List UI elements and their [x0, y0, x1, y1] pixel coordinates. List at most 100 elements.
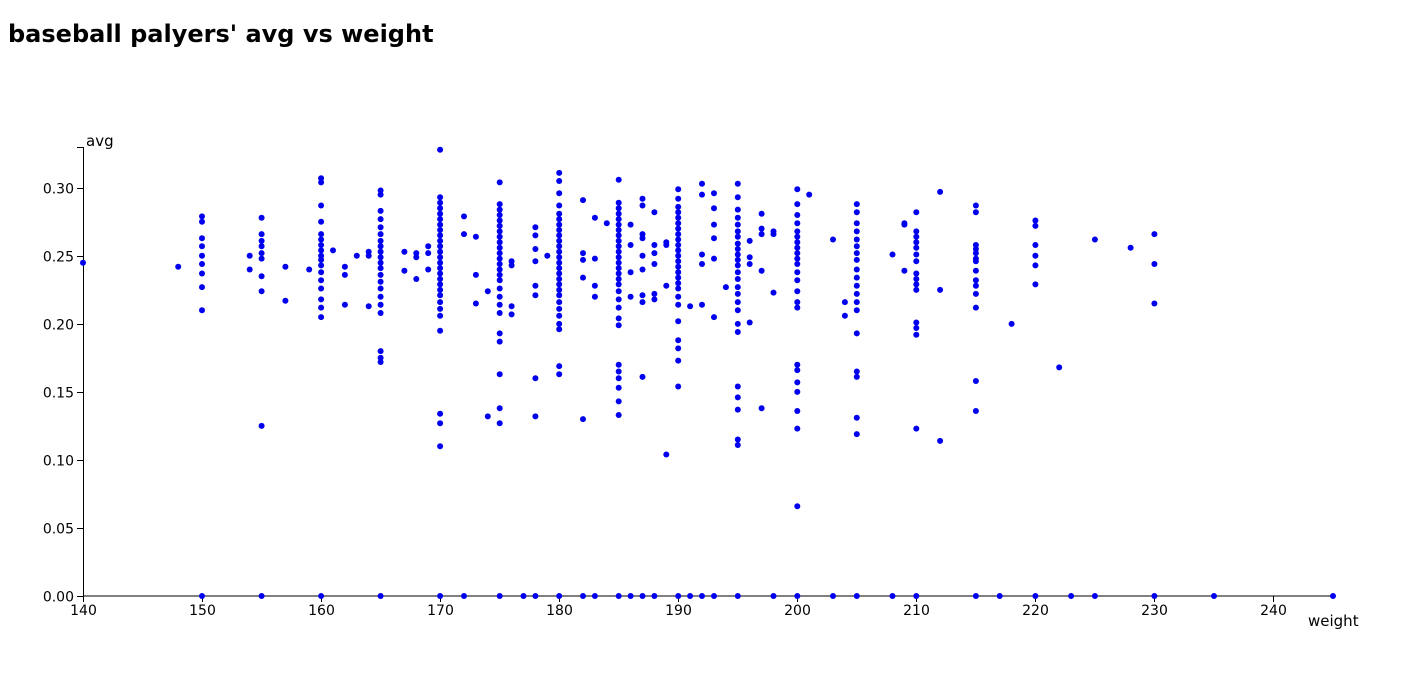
y-tick-label: 0.30	[43, 182, 74, 198]
x-tick-label: 220	[1022, 603, 1049, 619]
data-point	[437, 254, 444, 261]
data-point	[437, 281, 444, 288]
data-point	[794, 367, 801, 374]
data-point	[556, 243, 563, 250]
data-point	[675, 236, 682, 243]
data-point	[615, 276, 622, 282]
data-point	[496, 266, 503, 273]
data-point	[972, 304, 979, 311]
data-point	[794, 244, 801, 251]
data-point	[496, 371, 503, 378]
data-point	[508, 311, 515, 318]
data-point	[675, 301, 682, 308]
data-point	[341, 271, 348, 278]
data-point	[437, 265, 444, 272]
data-point	[651, 209, 658, 216]
data-point	[318, 304, 325, 311]
data-point	[377, 231, 384, 238]
data-point	[556, 190, 563, 197]
data-point	[770, 593, 777, 599]
data-point	[496, 250, 503, 257]
data-point	[401, 248, 408, 255]
data-point	[627, 593, 634, 599]
data-point	[377, 348, 384, 355]
data-point	[532, 375, 539, 382]
data-point	[615, 361, 622, 368]
data-point	[437, 299, 444, 306]
data-point	[1032, 252, 1039, 259]
data-point	[1091, 236, 1098, 243]
data-point	[258, 288, 265, 295]
data-point	[711, 235, 717, 242]
data-point	[1330, 593, 1336, 599]
data-point	[508, 262, 515, 269]
data-point	[437, 232, 444, 239]
data-point	[853, 266, 860, 273]
data-point	[699, 251, 705, 258]
data-point	[1151, 261, 1158, 267]
data-point	[734, 329, 741, 335]
x-tick-label: 140	[70, 603, 97, 619]
data-point	[901, 267, 908, 274]
data-point	[1091, 593, 1098, 599]
data-point	[532, 258, 539, 265]
data-point	[734, 256, 741, 263]
data-point	[794, 269, 801, 276]
data-point	[734, 299, 741, 306]
data-point	[556, 216, 563, 223]
data-point	[496, 330, 503, 337]
data-point	[377, 207, 384, 214]
data-point	[746, 237, 753, 244]
data-point	[972, 202, 979, 209]
data-point	[972, 250, 979, 257]
data-point	[318, 262, 325, 269]
data-point	[496, 179, 503, 186]
data-point	[972, 408, 979, 414]
data-point	[496, 593, 503, 599]
data-point	[556, 178, 563, 184]
data-point	[437, 410, 444, 417]
data-point	[437, 276, 444, 282]
data-point	[437, 146, 444, 153]
data-point	[1032, 242, 1039, 248]
data-point	[365, 303, 372, 310]
data-point	[770, 289, 777, 296]
data-point	[794, 425, 801, 432]
data-point	[437, 443, 444, 450]
data-point	[199, 252, 205, 259]
data-point	[675, 247, 682, 254]
data-point	[199, 218, 205, 225]
data-point	[425, 266, 432, 273]
data-point	[913, 244, 920, 251]
x-axis-title: weight	[1308, 612, 1359, 630]
data-point	[615, 304, 622, 311]
data-point	[1211, 593, 1217, 599]
data-point	[794, 239, 801, 246]
data-point	[794, 503, 801, 510]
data-point	[437, 259, 444, 266]
data-point	[437, 248, 444, 255]
data-point	[199, 213, 205, 220]
data-point	[734, 206, 741, 213]
data-point	[258, 237, 265, 244]
data-point	[437, 270, 444, 277]
y-axis-title: avg	[86, 132, 114, 150]
data-point	[377, 191, 384, 198]
data-point	[544, 252, 551, 259]
data-point	[437, 216, 444, 223]
data-point	[746, 319, 753, 326]
data-point	[675, 357, 682, 364]
data-point	[913, 251, 920, 258]
data-point	[853, 373, 860, 380]
data-point	[675, 593, 682, 599]
data-point	[722, 284, 729, 291]
data-point	[365, 248, 372, 255]
data-point	[746, 261, 753, 267]
data-point	[794, 212, 801, 218]
data-point	[889, 251, 896, 258]
data-point	[734, 240, 741, 247]
data-point	[794, 228, 801, 235]
data-point	[377, 271, 384, 278]
data-point	[663, 242, 670, 248]
data-point	[318, 242, 325, 248]
